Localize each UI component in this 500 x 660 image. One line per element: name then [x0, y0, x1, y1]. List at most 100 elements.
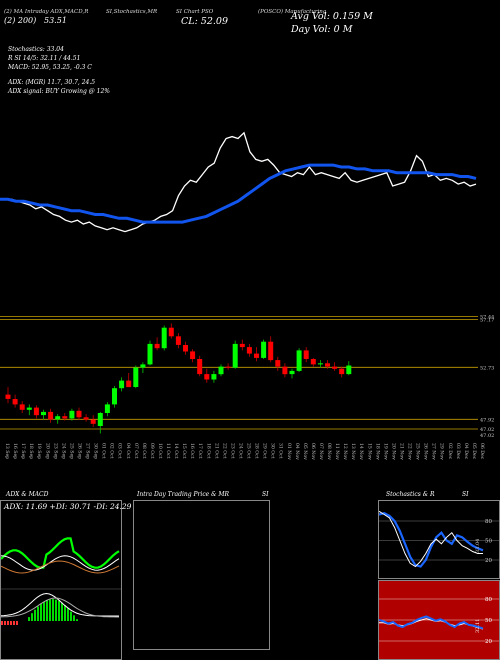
date-label: 10 Oct	[157, 443, 163, 459]
macd-bar	[10, 621, 12, 625]
date-label: 18 Oct	[205, 443, 211, 459]
close-price: CL: 52.09	[181, 16, 228, 27]
candle-body	[48, 411, 54, 420]
rsi-value: 32.11	[475, 619, 481, 633]
date-label: 29 Nov	[439, 443, 445, 460]
date-label: 03 Dec	[455, 443, 461, 460]
price-tag: 57.44	[480, 314, 494, 320]
candle-body	[225, 366, 231, 368]
macd-bar	[31, 613, 33, 621]
date-label: 30 Sep	[93, 443, 99, 459]
date-label: 13 Nov	[350, 443, 356, 460]
header-title-left: (2) MA Intraday ADX,MACD,R	[4, 9, 89, 15]
stoch-tick: 50	[485, 539, 492, 545]
date-label: 02 Oct	[109, 443, 115, 459]
intraday-panel	[133, 500, 270, 650]
macd-bar	[67, 608, 69, 621]
date-label: 14 Nov	[358, 443, 364, 460]
candle-body	[325, 363, 330, 367]
price-levels	[0, 315, 478, 430]
price-tag: 57.17	[480, 317, 494, 323]
price-tag: 47.92	[480, 417, 494, 423]
macd-bar	[43, 601, 45, 621]
date-label: 04 Nov	[294, 443, 300, 460]
candle-body	[303, 350, 309, 359]
candle-body	[254, 353, 259, 358]
date-label: 06 Dec	[479, 443, 485, 460]
date-label: 04 Oct	[125, 443, 131, 459]
plus-di-line	[1, 537, 120, 569]
date-label: 29 Oct	[262, 443, 268, 459]
minus-di-line	[1, 560, 120, 574]
date-label: 18 Sep	[28, 443, 34, 459]
candle-body	[41, 411, 46, 416]
adx-panel-title: ADX & MACD	[6, 491, 49, 498]
avg-volume: Avg Vol: 0.159 M	[291, 11, 373, 22]
candle-body	[211, 374, 217, 380]
candle-body	[204, 374, 210, 380]
rsi-tick: 50	[485, 618, 492, 624]
moving-average-line	[0, 163, 477, 224]
stoch-tick: 20	[485, 558, 492, 564]
price-tag: 52.73	[480, 365, 494, 371]
candle-body	[112, 388, 117, 405]
candle-body	[33, 407, 39, 416]
macd-bar	[1, 621, 3, 625]
date-label: 11 Nov	[334, 443, 340, 460]
date-label: 24 Oct	[238, 443, 244, 459]
candle-body	[104, 404, 110, 413]
intraday-panel-title-2: SI	[262, 491, 269, 498]
date-label: 15 Nov	[366, 443, 372, 460]
stochastics-panel: 80 50 20 33.04	[378, 500, 500, 579]
candle-body	[62, 416, 68, 419]
candle-body	[332, 366, 338, 369]
candle-body	[76, 410, 82, 418]
date-label: 30 Oct	[270, 443, 276, 459]
date-label: 20 Nov	[390, 443, 396, 460]
macd-bar	[58, 600, 60, 621]
date-label: 04 Dec	[463, 443, 469, 460]
candle-body	[154, 343, 160, 349]
intraday-panel-title: Intra Day Trading Price & MR	[137, 491, 230, 498]
macd-bar	[76, 619, 78, 621]
adx-macd-panel	[0, 500, 122, 660]
stoch-panel-title-2: SI	[462, 491, 469, 498]
date-label: 15 Oct	[181, 443, 187, 459]
candle-body	[55, 416, 61, 420]
macd-bar	[16, 621, 18, 625]
date-label: 22 Oct	[221, 443, 227, 459]
macd-bar	[28, 617, 30, 621]
date-label: 25 Sep	[68, 443, 74, 459]
date-label: 27 Sep	[85, 443, 91, 459]
macd-bar	[7, 621, 9, 625]
date-label: 23 Sep	[52, 443, 58, 459]
macd-bar	[61, 602, 63, 621]
date-label: 08 Oct	[141, 443, 147, 459]
signal-line	[1, 597, 119, 618]
date-label: 06 Nov	[310, 443, 316, 460]
date-label: 05 Dec	[471, 443, 477, 460]
adx-stat: ADX: (MGR) 11.7, 30.7, 24.5	[8, 79, 96, 86]
date-label: 25 Oct	[246, 443, 252, 459]
candle-body	[175, 336, 181, 345]
macd-bar	[4, 621, 6, 625]
date-label: 22 Nov	[407, 443, 413, 460]
date-label: 01 Nov	[286, 443, 292, 460]
candle-body	[232, 343, 238, 368]
candle-body	[147, 343, 153, 365]
candle-body	[97, 413, 103, 426]
header-title-mid: SI,Stochastics,MR	[106, 9, 158, 15]
candle-body	[296, 350, 302, 371]
candle-body	[310, 359, 316, 365]
macd-bar	[13, 621, 15, 625]
macd-bar	[70, 611, 72, 621]
candle-body	[161, 327, 167, 349]
candle-body	[140, 364, 146, 368]
date-label: 23 Oct	[229, 443, 235, 459]
date-label: 14 Oct	[173, 443, 179, 459]
date-label: 12 Nov	[342, 443, 348, 460]
date-label: 25 Nov	[415, 443, 421, 460]
candle-body	[183, 345, 188, 352]
candle-body	[261, 341, 267, 358]
